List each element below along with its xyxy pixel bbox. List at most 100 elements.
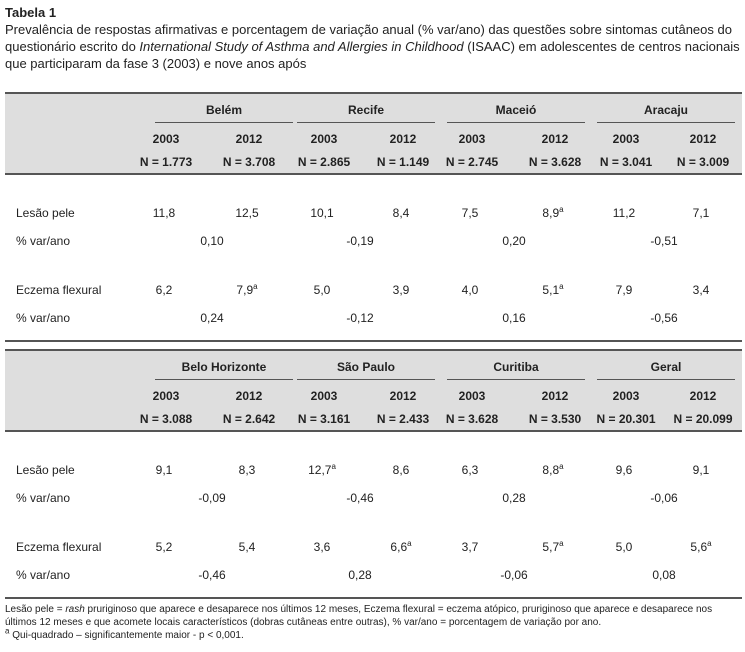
variation-cell: 0,10 (200, 234, 224, 248)
city-header: Recife (347, 103, 385, 117)
significance-marker: a (559, 205, 564, 214)
year-header: 2012 (389, 389, 417, 403)
value-cell: 6,6a (390, 540, 411, 555)
table-label: Tabela 1 (5, 5, 57, 20)
value-cell: 9,1 (156, 463, 173, 478)
footnote-sup: a (5, 626, 10, 636)
value-text: 8,3 (238, 463, 256, 477)
significance-marker: a (559, 282, 564, 291)
sample-size: N = 3.161 (297, 412, 351, 426)
bottom-rule (5, 597, 742, 599)
city-underline (297, 122, 435, 123)
value-cell: 8,8a (542, 463, 563, 478)
sample-size: N = 3.041 (599, 155, 653, 169)
footnote-rash: rash (65, 604, 85, 615)
row-label-var: % var/ano (16, 311, 71, 325)
value-text: 5,4 (238, 540, 256, 554)
value-text: 6,3 (461, 463, 479, 477)
value-cell: 10,1 (310, 206, 333, 221)
value-text: 11,8 (152, 206, 176, 220)
caption-study-name: International Study of Asthma and Allerg… (139, 39, 464, 54)
table-title-block: Tabela 1 Prevalência de respostas afirma… (5, 4, 742, 72)
value-text: 9,1 (155, 463, 173, 477)
row-label-var: % var/ano (16, 234, 71, 248)
footnote-significance: a Qui-quadrado – significantemente maior… (5, 626, 742, 642)
table-panel-1: Belém 2003 N = 1.773 2012 N = 3.708 11,8 12,5 0… (5, 92, 742, 342)
value-text: 8,9 (542, 206, 560, 220)
header-rule (5, 430, 742, 432)
significance-marker: a (559, 462, 564, 471)
bottom-rule (5, 340, 742, 342)
variation-cell: 0,16 (502, 311, 526, 325)
value-text: 5,1 (542, 283, 560, 297)
significance-marker: a (707, 539, 712, 548)
sample-size: N = 2.433 (376, 412, 430, 426)
city-header: Belém (205, 103, 243, 117)
caption-text-2: (ISAAC) em adolescentes de centros nacio… (5, 39, 740, 71)
header-rule (5, 173, 742, 175)
footnote-definitions: Lesão pele = rash pruriginoso que aparec… (5, 603, 742, 629)
row-label-var: % var/ano (16, 491, 71, 505)
year-header: 2012 (389, 132, 417, 146)
variation-cell: -0,46 (346, 491, 374, 505)
city-header: Maceió (495, 103, 537, 117)
city-underline (447, 122, 585, 123)
sample-size: N = 3.088 (139, 412, 193, 426)
value-cell: 7,9a (236, 283, 257, 298)
sample-size: N = 20.099 (673, 412, 733, 426)
footnote-text-3: Qui-quadrado – significantemente maior -… (9, 630, 244, 641)
city-underline (447, 379, 585, 380)
value-text: 5,0 (615, 540, 633, 554)
sample-size: N = 3.708 (222, 155, 276, 169)
value-cell: 7,1 (693, 206, 710, 221)
year-header: 2003 (152, 389, 180, 403)
variation-cell: 0,28 (502, 491, 526, 505)
value-cell: 3,6 (314, 540, 331, 555)
year-header: 2012 (689, 389, 717, 403)
value-cell: 9,1 (693, 463, 710, 478)
row-label-lesao: Lesão pele (16, 206, 75, 220)
footnote-text-1: Lesão pele = (5, 604, 66, 615)
value-cell: 5,4 (239, 540, 256, 555)
variation-cell: -0,19 (346, 234, 374, 248)
sample-size: N = 1.149 (376, 155, 430, 169)
sample-size: N = 2.642 (222, 412, 276, 426)
year-header: 2012 (541, 132, 569, 146)
value-cell: 8,3 (239, 463, 256, 478)
variation-cell: 0,20 (502, 234, 526, 248)
panel-header (5, 94, 742, 173)
row-label-eczema: Eczema flexural (16, 540, 102, 554)
value-text: 3,4 (692, 283, 710, 297)
significance-marker: a (407, 539, 412, 548)
table-footnote: Lesão pele = rash pruriginoso que aparec… (5, 603, 742, 642)
sample-size: N = 2.745 (445, 155, 499, 169)
year-header: 2003 (152, 132, 180, 146)
value-text: 9,6 (615, 463, 633, 477)
value-text: 7,1 (692, 206, 710, 220)
row-label-eczema: Eczema flexural (16, 283, 102, 297)
value-text: 7,9 (236, 283, 254, 297)
value-cell: 6,3 (462, 463, 479, 478)
variation-cell: 0,08 (652, 568, 676, 582)
value-text: 11,2 (612, 206, 636, 220)
value-cell: 3,4 (693, 283, 710, 298)
value-text: 6,2 (155, 283, 173, 297)
value-text: 5,2 (155, 540, 173, 554)
value-cell: 5,6a (690, 540, 711, 555)
city-header: São Paulo (336, 360, 395, 374)
sample-size: N = 3.628 (445, 412, 499, 426)
value-text: 3,6 (313, 540, 331, 554)
value-cell: 7,5 (462, 206, 479, 221)
value-cell: 8,4 (393, 206, 410, 221)
sample-size: N = 3.009 (676, 155, 730, 169)
value-text: 12,5 (235, 206, 259, 220)
value-text: 12,7 (308, 463, 332, 477)
value-cell: 12,5 (235, 206, 258, 221)
value-text: 7,5 (461, 206, 479, 220)
variation-cell: -0,06 (500, 568, 528, 582)
city-header: Aracaju (643, 103, 689, 117)
value-cell: 5,7a (542, 540, 563, 555)
year-header: 2012 (235, 132, 263, 146)
value-text: 4,0 (461, 283, 479, 297)
value-cell: 9,6 (616, 463, 633, 478)
